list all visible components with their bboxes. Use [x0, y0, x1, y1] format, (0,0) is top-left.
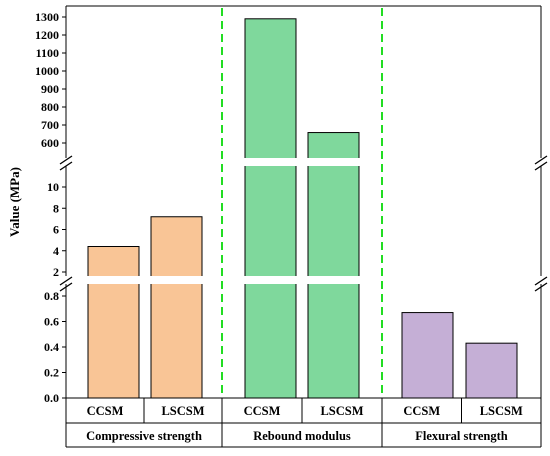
- y-tick-label-800: 800: [41, 100, 59, 114]
- y-tick-label-700: 700: [41, 118, 59, 132]
- y-tick-label-900: 900: [41, 82, 59, 96]
- y-tick-label-0.8: 0.8: [44, 289, 59, 303]
- bar-flexural-strength-lscsm: [465, 342, 518, 399]
- axis-break-gap-1: [67, 276, 540, 284]
- bar-rebound-modulus-ccsm: [244, 18, 297, 399]
- y-tick-label-0.0: 0.0: [44, 391, 59, 405]
- y-tick-label-10: 10: [47, 180, 59, 194]
- group-label-rebound-modulus: Rebound modulus: [253, 429, 351, 443]
- bar-compressive-strength-lscsm: [150, 216, 203, 399]
- y-tick-label-1100: 1100: [36, 46, 59, 60]
- break-mark-right-2b: [534, 161, 548, 171]
- break-mark-left-2a: [59, 155, 73, 165]
- category-label-flexural-strength-ccsm: CCSM: [403, 404, 440, 418]
- y-tick-label-0.6: 0.6: [44, 315, 59, 329]
- break-mark-right-1b: [534, 282, 548, 292]
- bar-compressive-strength-ccsm: [87, 246, 140, 399]
- category-label-compressive-strength-lscsm: LSCSM: [161, 404, 204, 418]
- y-tick-label-0.2: 0.2: [44, 366, 59, 380]
- break-mark-left-1a: [59, 276, 73, 286]
- y-tick-label-2: 2: [53, 265, 59, 279]
- group-label-compressive-strength: Compressive strength: [86, 429, 202, 443]
- y-tick-label-1300: 1300: [35, 10, 59, 24]
- y-axis-label: Value (MPa): [7, 167, 22, 237]
- y-tick-label-600: 600: [41, 136, 59, 150]
- category-label-compressive-strength-ccsm: CCSM: [87, 404, 124, 418]
- bar-flexural-strength-ccsm: [401, 312, 454, 399]
- break-mark-right-2a: [534, 155, 548, 165]
- break-mark-right-1a: [534, 276, 548, 286]
- y-tick-label-0.4: 0.4: [44, 340, 59, 354]
- axis-break-gap-2: [67, 158, 540, 166]
- y-tick-label-8: 8: [53, 201, 59, 215]
- category-label-rebound-modulus-lscsm: LSCSM: [320, 404, 363, 418]
- y-tick-label-6: 6: [53, 223, 59, 237]
- y-tick-label-4: 4: [53, 244, 59, 258]
- break-mark-left-1b: [59, 282, 73, 292]
- bar-rebound-modulus-lscsm: [307, 132, 360, 399]
- y-tick-label-1200: 1200: [35, 28, 59, 42]
- category-label-rebound-modulus-ccsm: CCSM: [244, 404, 281, 418]
- category-label-flexural-strength-lscsm: LSCSM: [480, 404, 523, 418]
- break-mark-left-2b: [59, 161, 73, 171]
- group-label-flexural-strength: Flexural strength: [415, 429, 508, 443]
- y-tick-label-1000: 1000: [35, 64, 59, 78]
